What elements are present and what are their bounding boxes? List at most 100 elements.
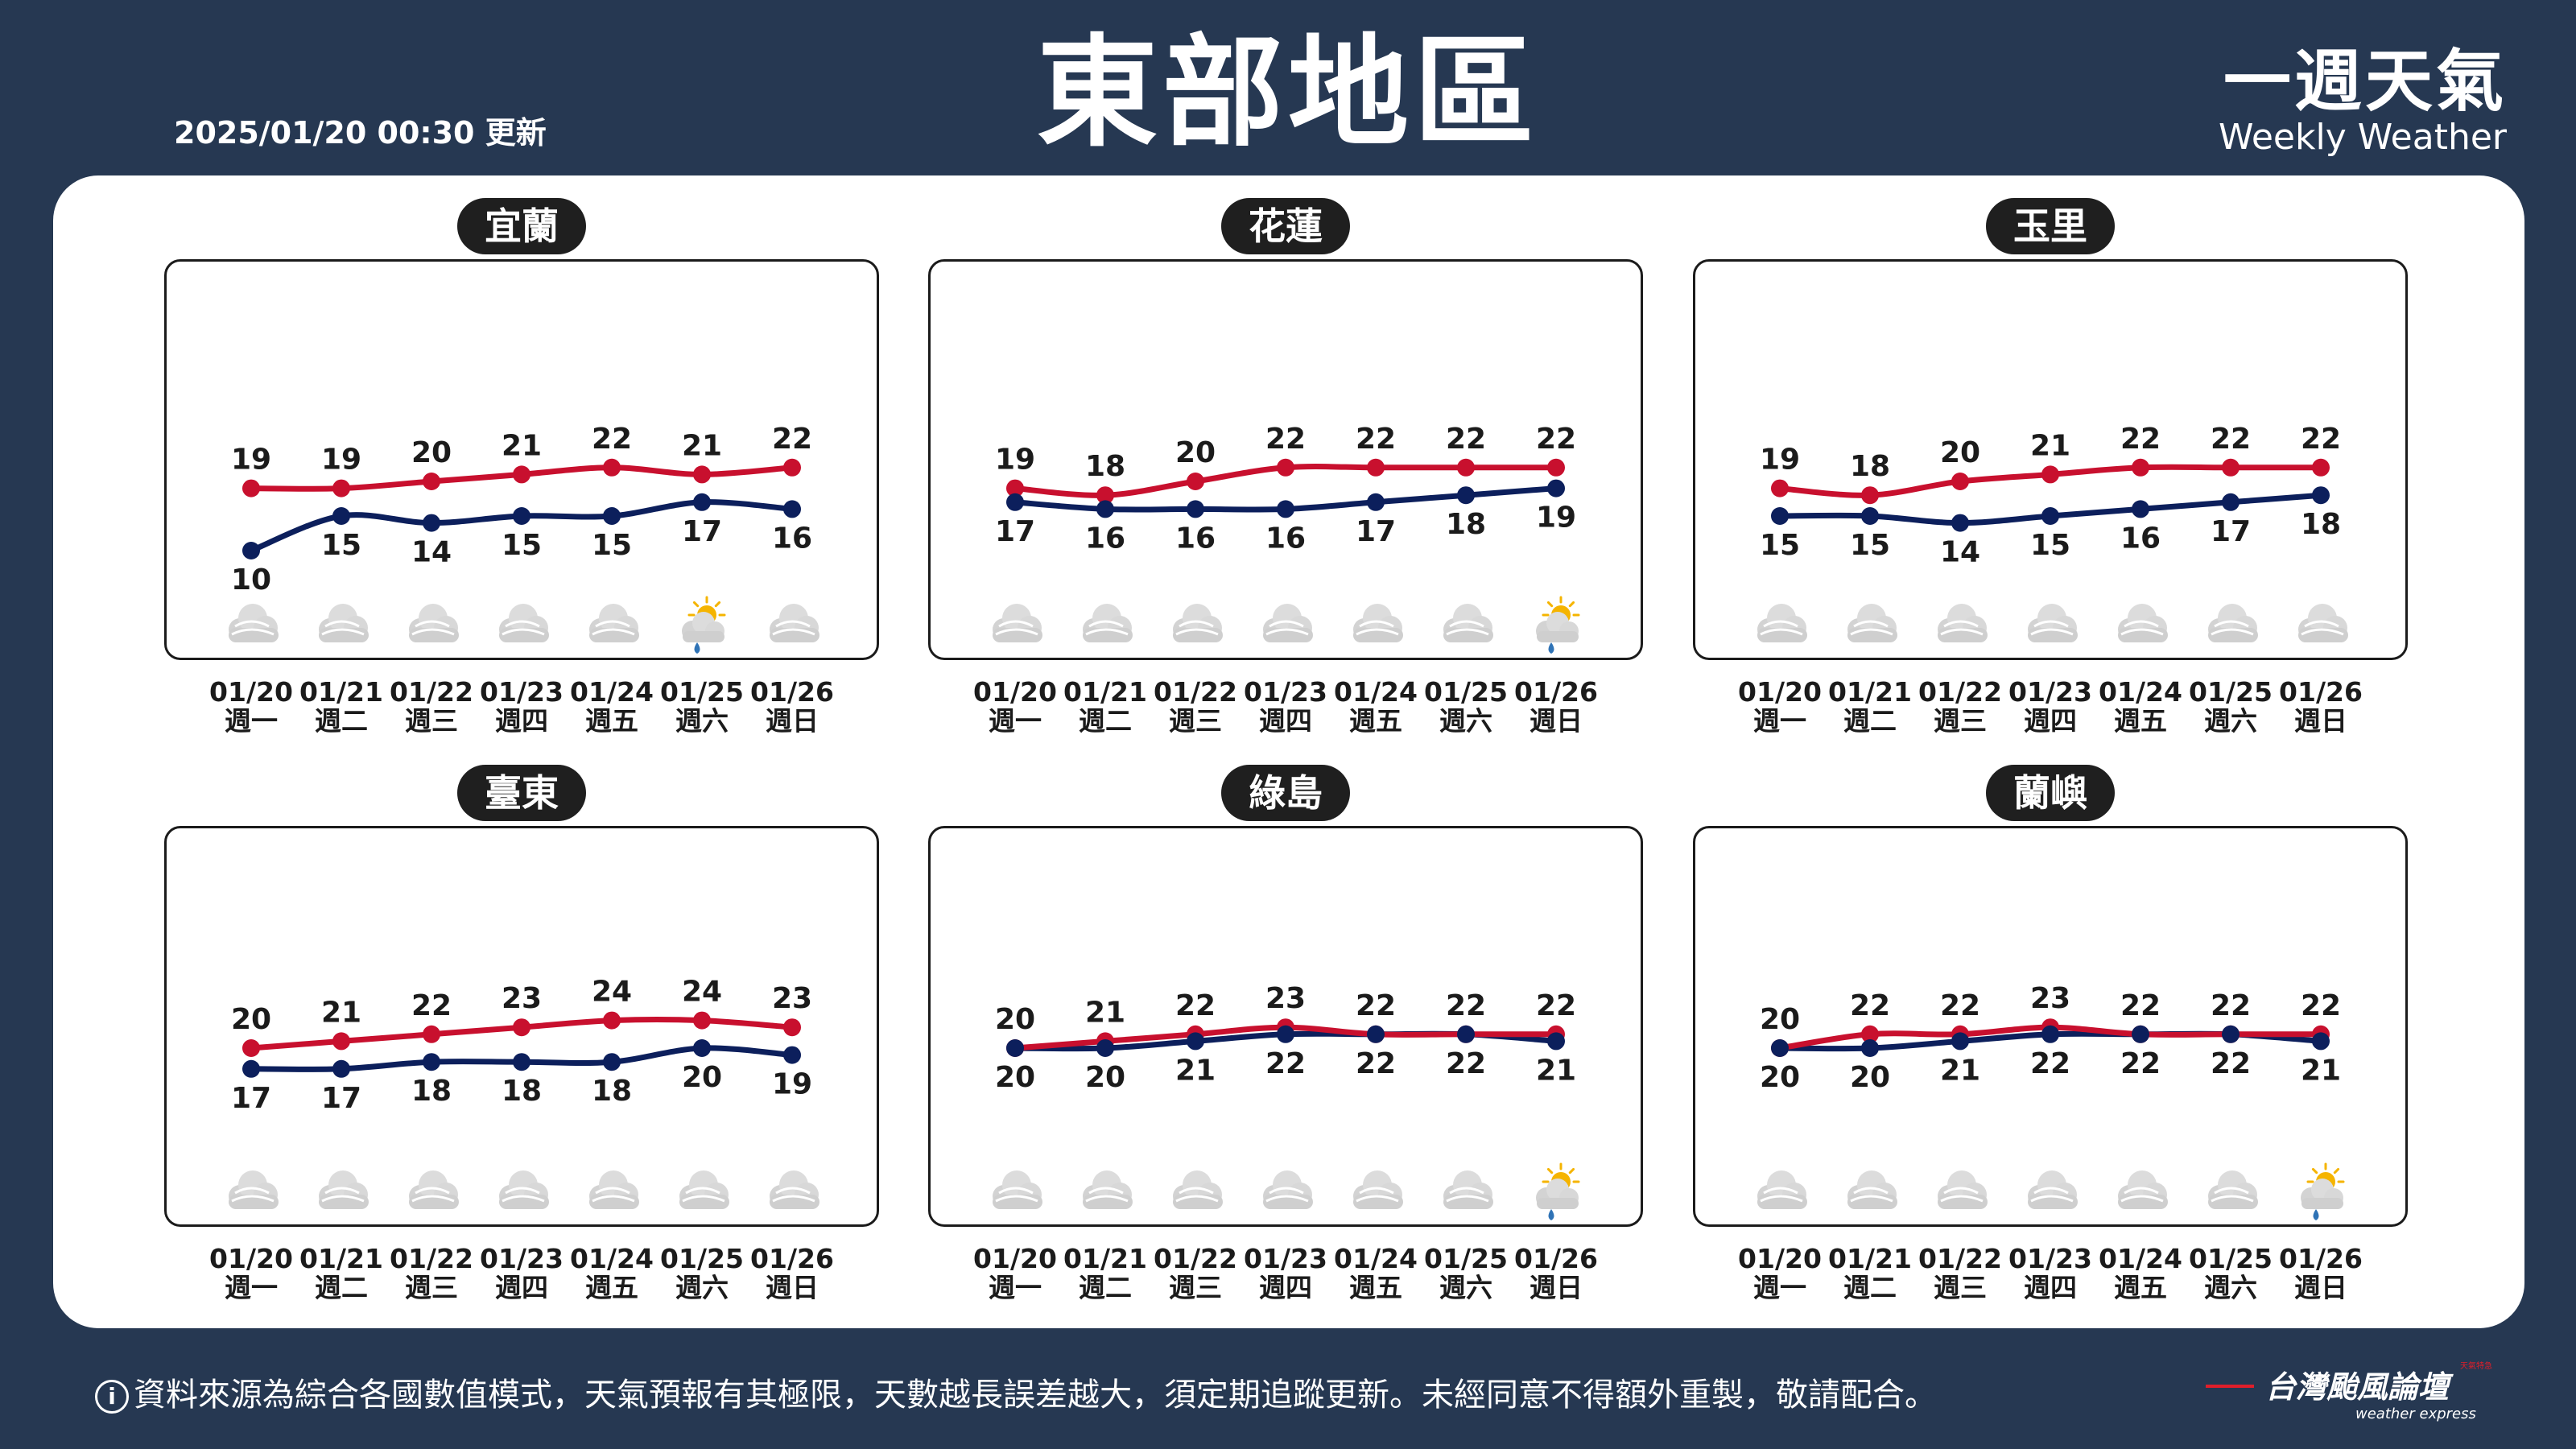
high-temp-point [603, 1011, 621, 1030]
low-temp-point [1547, 479, 1565, 497]
high-temp-point [783, 1018, 801, 1037]
region-0: 宜蘭 19 19 20 21 22 21 22 10 15 14 15 15 17 16 01/20 週一 01/… [164, 177, 879, 757]
day-label: 01/20 週一 [203, 678, 299, 736]
high-temp-label: 21 [321, 996, 361, 1029]
low-temp-label: 19 [772, 1068, 812, 1101]
high-temp-point [242, 1039, 260, 1057]
day-label: 01/20 週一 [1732, 1245, 1828, 1302]
temperature-chart: 19 18 20 21 22 22 22 15 15 14 15 16 17 18 [1757, 423, 2348, 642]
day-date: 01/21 [1063, 676, 1147, 708]
low-temp-point [1277, 1025, 1294, 1043]
low-temp-label: 17 [995, 515, 1035, 548]
cloud-icon [2208, 604, 2258, 642]
low-temp-point [332, 507, 350, 525]
high-temp-label: 22 [1940, 989, 1980, 1022]
region-title: 宜蘭 [457, 198, 586, 254]
day-label: 01/24 週五 [2092, 678, 2189, 736]
cloud-icon [2028, 1170, 2078, 1209]
high-temp-point [2222, 458, 2240, 477]
high-temp-label: 22 [2120, 423, 2161, 456]
day-date: 01/21 [1828, 676, 1912, 708]
high-temp-point [1367, 458, 1385, 477]
low-temp-label: 15 [592, 529, 632, 562]
low-temp-label: 16 [2120, 522, 2161, 555]
low-temp-label: 22 [2211, 1047, 2251, 1080]
low-temp-label: 18 [502, 1075, 542, 1108]
low-temp-label: 18 [592, 1075, 632, 1108]
day-label: 01/23 週四 [2002, 1245, 2099, 1302]
low-temp-point [1771, 507, 1789, 525]
day-weekday: 週二 [315, 1272, 368, 1303]
low-temp-point [242, 1059, 260, 1078]
high-temp-label: 20 [231, 1003, 271, 1036]
low-temp-label: 22 [1446, 1047, 1486, 1080]
high-temp-point [2041, 465, 2059, 484]
day-weekday: 週五 [585, 705, 638, 737]
day-date: 01/21 [1828, 1243, 1912, 1274]
high-temp-label: 23 [502, 982, 542, 1015]
low-temp-point [1006, 1039, 1024, 1057]
high-temp-label: 22 [1850, 989, 1890, 1022]
low-temp-point [1096, 500, 1114, 518]
day-label: 01/21 週二 [293, 1245, 390, 1302]
brand: 一週天氣 Weekly Weather [2219, 45, 2507, 158]
high-temp-label: 19 [995, 444, 1035, 477]
cloud-icon [2118, 1170, 2168, 1209]
high-temp-point [1861, 486, 1879, 505]
low-temp-label: 19 [1536, 502, 1576, 535]
high-temp-label: 20 [411, 436, 452, 469]
cloud-icon [229, 604, 279, 642]
high-temp-label: 22 [1446, 989, 1486, 1022]
cloud-icon [1083, 604, 1133, 642]
low-temp-label: 18 [1446, 508, 1486, 541]
cloud-icon [409, 604, 459, 642]
temperature-chart: 20 21 22 23 24 24 23 17 17 18 18 18 20 19 [229, 976, 819, 1209]
day-weekday: 週一 [1753, 705, 1806, 737]
day-weekday: 週一 [225, 1272, 278, 1303]
day-date: 01/23 [1244, 676, 1327, 708]
high-temp-point [1187, 473, 1204, 490]
day-label: 01/21 週二 [1822, 678, 1918, 736]
day-weekday: 週五 [2114, 1272, 2167, 1303]
day-label: 01/24 週五 [1327, 1245, 1424, 1302]
high-temp-label: 19 [231, 444, 271, 477]
high-temp-point [1547, 458, 1565, 477]
low-temp-point [1457, 486, 1475, 505]
day-weekday: 週日 [766, 1272, 819, 1303]
low-temp-point [1006, 493, 1024, 511]
day-weekday: 週三 [405, 705, 458, 737]
brand-title: 一週天氣 [2223, 42, 2507, 121]
day-date: 01/24 [570, 676, 654, 708]
high-temp-point [423, 1025, 440, 1043]
day-weekday: 週二 [1079, 705, 1132, 737]
day-weekday: 週二 [1843, 705, 1897, 737]
low-temp-point [693, 493, 711, 511]
temperature-chart: 20 22 22 23 22 22 22 20 20 21 22 22 22 21 [1757, 982, 2345, 1220]
day-weekday: 週日 [766, 705, 819, 737]
high-temp-point [1277, 458, 1294, 477]
low-temp-label: 20 [1760, 1061, 1800, 1094]
day-weekday: 週四 [2024, 705, 2077, 737]
low-temp-label: 16 [1265, 522, 1306, 555]
day-date: 01/24 [1334, 1243, 1418, 1274]
high-temp-label: 22 [411, 989, 452, 1022]
low-temp-label: 18 [411, 1075, 452, 1108]
low-temp-point [423, 1053, 440, 1071]
day-weekday: 週日 [2294, 1272, 2347, 1303]
low-temp-label: 15 [1760, 529, 1800, 562]
day-date: 01/20 [209, 676, 293, 708]
day-weekday: 週六 [1439, 705, 1492, 737]
day-label: 01/22 週三 [1147, 1245, 1244, 1302]
high-temp-label: 22 [592, 423, 632, 456]
high-temp-point [1096, 486, 1114, 505]
day-weekday: 週日 [1530, 705, 1583, 737]
cloud-icon [409, 1170, 459, 1209]
low-temp-label: 17 [682, 515, 722, 548]
low-temp-point [423, 514, 440, 532]
high-temp-point [1861, 1025, 1879, 1043]
sun-cloud-rain-icon [682, 596, 726, 654]
low-temp-label: 15 [502, 529, 542, 562]
low-temp-label: 22 [1265, 1047, 1306, 1080]
day-label: 01/22 週三 [383, 678, 480, 736]
day-weekday: 週四 [2024, 1272, 2077, 1303]
